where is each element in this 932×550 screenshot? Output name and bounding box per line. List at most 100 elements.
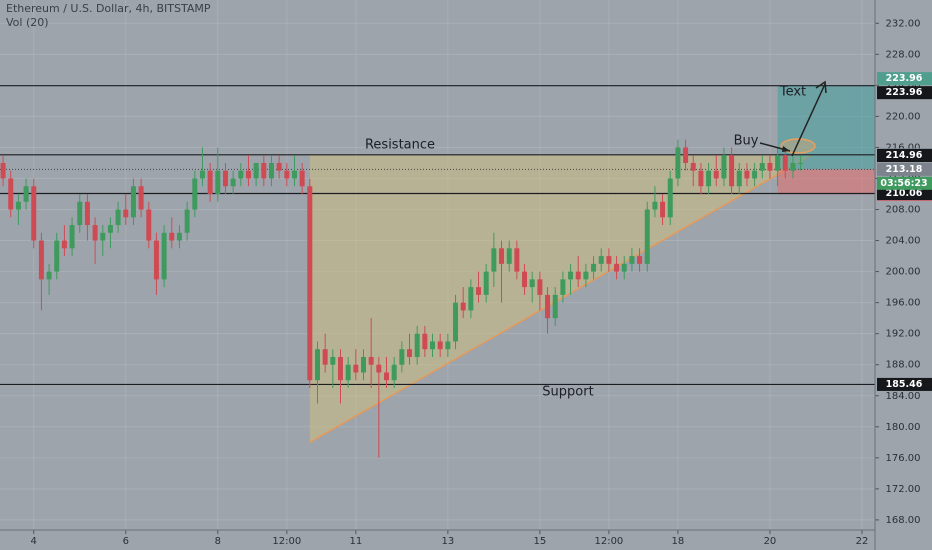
- candle-body: [422, 333, 428, 350]
- candle-body: [353, 364, 359, 373]
- candle-body: [629, 256, 635, 264]
- candle-body: [222, 170, 228, 187]
- candle-body: [207, 170, 213, 194]
- y-tick-label: 184.00: [886, 391, 921, 402]
- candle-body: [430, 341, 436, 350]
- candle-body: [759, 162, 765, 171]
- x-tick-label: 15: [534, 536, 547, 547]
- candle-body: [360, 356, 366, 373]
- candle-body: [384, 372, 390, 381]
- candle-body: [138, 186, 144, 210]
- candle-body: [146, 209, 152, 241]
- x-tick-label: 12:00: [272, 536, 301, 547]
- buy-arrowhead: [782, 146, 790, 152]
- candle-body: [614, 263, 620, 272]
- candle-body: [330, 356, 336, 365]
- candle-body: [568, 271, 574, 280]
- candle-body: [652, 201, 658, 210]
- candle-body: [660, 201, 666, 218]
- candle-body: [560, 279, 566, 295]
- candle-body: [713, 170, 719, 179]
- candle-body: [184, 209, 190, 233]
- price-label-bg: [877, 162, 932, 176]
- candle-body: [123, 209, 129, 218]
- candle-body: [77, 201, 83, 226]
- candle-body: [583, 271, 589, 280]
- candle-body: [798, 162, 804, 164]
- candle-body: [698, 170, 704, 187]
- candle-body: [46, 271, 52, 280]
- chart-subtitle: Vol (20): [6, 16, 49, 29]
- y-tick-label: 196.00: [886, 298, 921, 309]
- y-tick-label: 208.00: [886, 205, 921, 216]
- y-tick-label: 168.00: [886, 515, 921, 526]
- candle-body: [130, 186, 136, 218]
- candle-body: [752, 170, 758, 179]
- candle-body: [621, 263, 627, 272]
- candle-body: [245, 170, 251, 179]
- candle-body: [23, 186, 29, 202]
- candle-body: [706, 170, 712, 187]
- level-label: 223.96: [886, 87, 923, 98]
- overlay: Resistance Support Buy Text: [365, 80, 827, 400]
- candle-body: [376, 364, 382, 373]
- candle-body: [782, 155, 788, 171]
- candle-body: [445, 341, 451, 350]
- x-tick-label: 18: [672, 536, 685, 547]
- candle-body: [253, 162, 259, 179]
- candle-body: [307, 186, 313, 381]
- candle-body: [169, 232, 175, 241]
- candle-body: [591, 263, 597, 272]
- y-tick-label: 232.00: [886, 18, 921, 29]
- candle-body: [775, 155, 781, 171]
- y-tick-label: 224.00: [886, 80, 921, 91]
- level-label-bg: [877, 187, 932, 201]
- candle-body: [115, 209, 121, 226]
- candle-body: [61, 240, 67, 249]
- candle-body: [368, 356, 374, 365]
- candle-body: [729, 155, 735, 187]
- candle-body: [284, 170, 290, 179]
- candle-body: [276, 162, 282, 171]
- candle-body: [153, 240, 159, 280]
- candle-body: [476, 287, 482, 295]
- candle-body: [537, 279, 543, 295]
- candle-body: [69, 225, 75, 249]
- candle-body: [107, 225, 113, 233]
- candle-body: [215, 170, 221, 194]
- candle-body: [230, 178, 236, 187]
- y-tick-label: 216.00: [886, 142, 921, 153]
- candle-body: [291, 170, 297, 179]
- candle-body: [499, 248, 505, 264]
- candle-body: [491, 248, 497, 272]
- x-tick-label: 20: [764, 536, 777, 547]
- candle-body: [345, 364, 351, 381]
- candle-body: [238, 170, 244, 179]
- y-tick-label: 192.00: [886, 329, 921, 340]
- y-tick-label: 188.00: [886, 360, 921, 371]
- candle-body: [8, 178, 14, 210]
- text-label: Text: [779, 85, 806, 100]
- candle-body: [192, 178, 198, 210]
- candle-body: [683, 147, 689, 163]
- target-arrow: [791, 83, 826, 157]
- y-tick-label: 228.00: [886, 49, 921, 60]
- candle-body: [522, 271, 528, 288]
- candle-body: [38, 240, 44, 280]
- candle-body: [767, 162, 773, 171]
- x-tick-label: 13: [441, 536, 454, 547]
- y-tick-label: 172.00: [886, 484, 921, 495]
- x-tick-label: 12:00: [594, 536, 623, 547]
- candle-body: [675, 147, 681, 179]
- price-label-bg: [877, 72, 932, 86]
- candle-body: [176, 232, 182, 241]
- level-label-bg: [877, 149, 932, 163]
- support-trendline: [309, 154, 813, 443]
- candle-body: [84, 201, 90, 226]
- candle-body: [0, 162, 6, 179]
- candle-body: [575, 271, 581, 280]
- target-arrowhead: [815, 80, 827, 94]
- x-tick-label: 4: [31, 536, 37, 547]
